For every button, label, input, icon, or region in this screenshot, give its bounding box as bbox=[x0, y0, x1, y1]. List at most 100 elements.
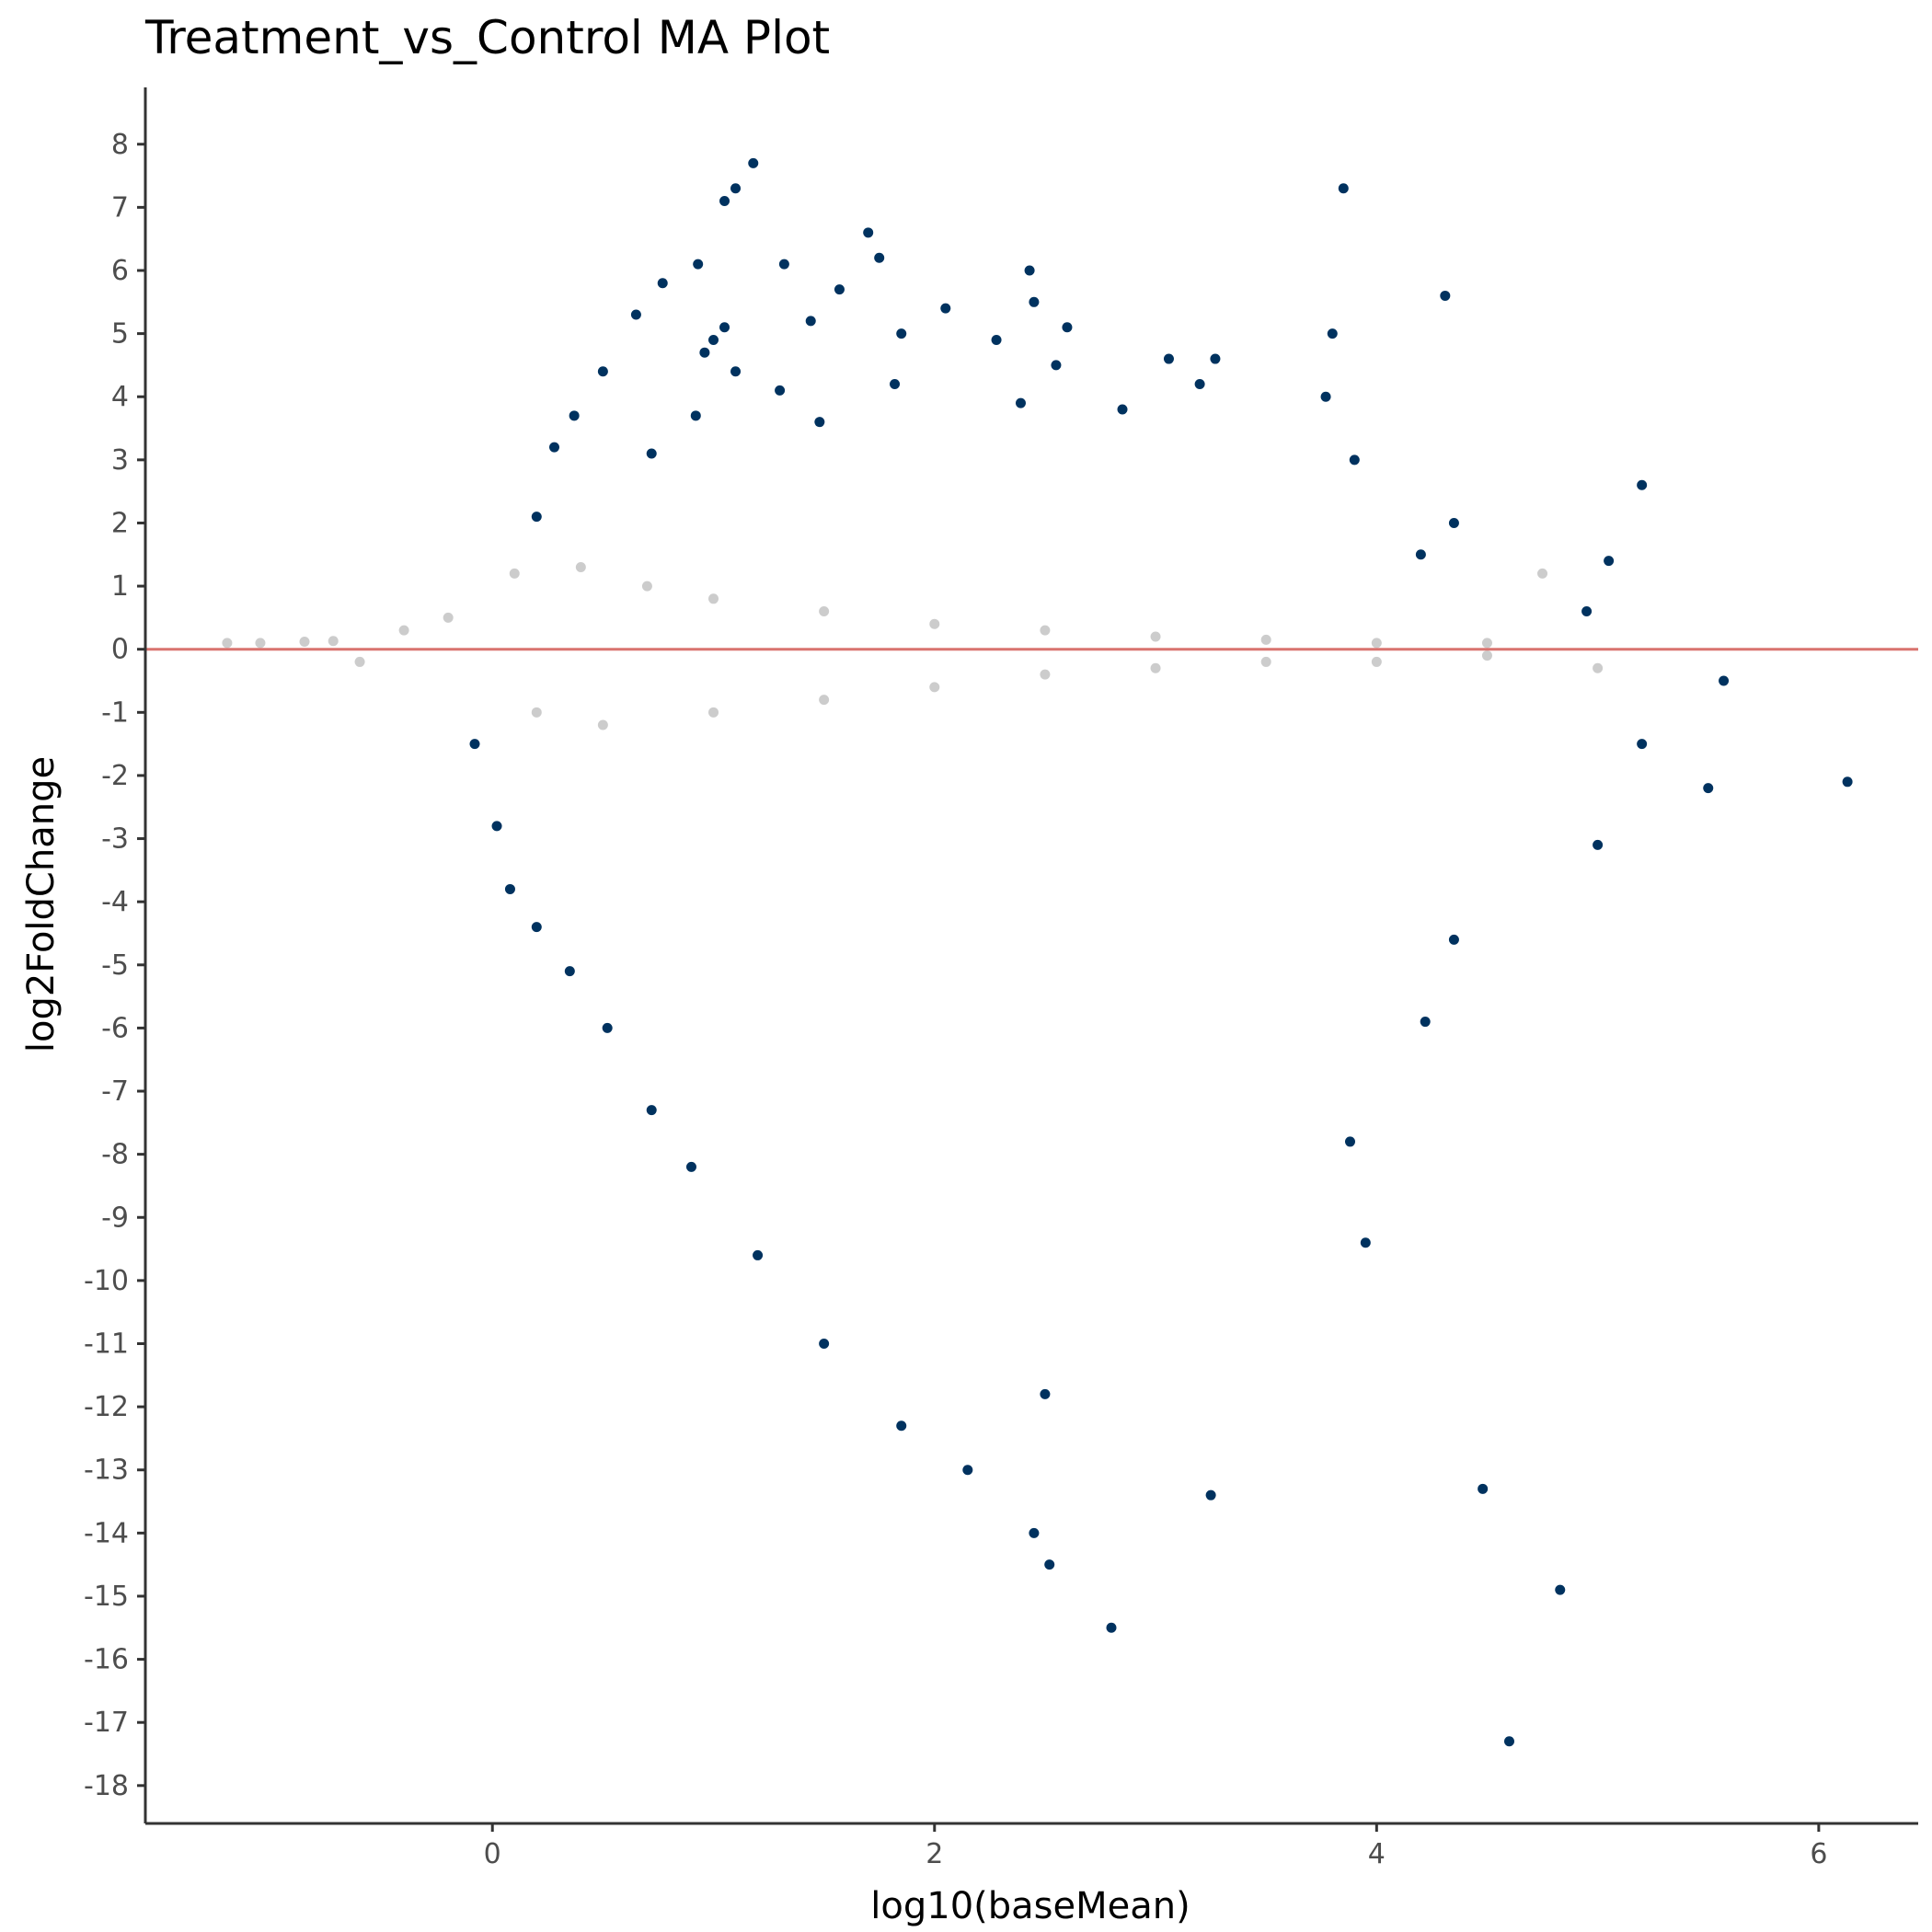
data-point bbox=[819, 695, 830, 706]
y-tick-label: 7 bbox=[111, 191, 129, 224]
data-point bbox=[685, 1161, 696, 1172]
y-tick-label: -8 bbox=[101, 1139, 129, 1171]
data-point bbox=[1349, 454, 1360, 466]
y-tick-label: -4 bbox=[101, 886, 129, 918]
data-point bbox=[929, 682, 940, 693]
x-tick-label: 4 bbox=[1368, 1838, 1386, 1870]
data-point bbox=[1703, 783, 1714, 794]
data-point bbox=[1604, 556, 1615, 567]
data-point bbox=[863, 227, 874, 238]
data-point bbox=[255, 638, 266, 649]
data-point bbox=[940, 303, 951, 314]
data-point bbox=[1842, 776, 1853, 788]
data-point bbox=[1163, 353, 1174, 364]
data-point bbox=[896, 1420, 907, 1432]
data-point bbox=[805, 316, 816, 327]
data-point bbox=[1024, 265, 1035, 276]
x-axis-title: log10(baseMean) bbox=[870, 1885, 1190, 1927]
data-point bbox=[469, 739, 480, 750]
data-point bbox=[1637, 739, 1648, 750]
y-axis-title: log2FoldChange bbox=[20, 756, 63, 1052]
data-point bbox=[549, 442, 560, 453]
data-point bbox=[641, 581, 652, 592]
y-tick-label: -10 bbox=[84, 1265, 129, 1297]
data-point bbox=[962, 1465, 973, 1476]
data-point bbox=[1371, 656, 1382, 667]
data-point bbox=[1327, 328, 1338, 339]
data-point bbox=[1481, 650, 1492, 661]
data-point bbox=[597, 719, 608, 730]
data-point bbox=[564, 966, 575, 977]
data-point bbox=[602, 1022, 613, 1033]
data-point bbox=[1338, 183, 1349, 194]
y-tick-label: -18 bbox=[84, 1770, 129, 1802]
y-tick-label: -9 bbox=[101, 1202, 129, 1234]
y-tick-label: 4 bbox=[111, 381, 129, 413]
data-point bbox=[1194, 379, 1205, 390]
x-tick-label: 6 bbox=[1810, 1838, 1827, 1870]
x-tick-label: 2 bbox=[926, 1838, 943, 1870]
data-point bbox=[991, 334, 1002, 345]
data-point bbox=[1581, 606, 1593, 617]
y-tick-label: -15 bbox=[84, 1581, 129, 1613]
data-point bbox=[1420, 1017, 1431, 1028]
data-point bbox=[1478, 1483, 1489, 1494]
data-point bbox=[890, 379, 901, 390]
data-point bbox=[1555, 1584, 1566, 1595]
data-point bbox=[730, 366, 742, 377]
data-point bbox=[569, 410, 580, 421]
y-tick-label: -16 bbox=[84, 1644, 129, 1676]
data-point bbox=[775, 385, 786, 396]
y-tick-label: -1 bbox=[101, 696, 129, 729]
data-point bbox=[730, 183, 742, 194]
data-point bbox=[708, 334, 719, 345]
y-tick-label: -14 bbox=[84, 1517, 129, 1549]
y-tick-label: 6 bbox=[111, 255, 129, 287]
data-point bbox=[1029, 296, 1040, 307]
y-tick-label: -12 bbox=[84, 1391, 129, 1423]
data-point bbox=[1040, 625, 1051, 636]
data-point bbox=[1593, 662, 1604, 673]
data-point bbox=[597, 366, 608, 377]
data-point bbox=[630, 309, 641, 320]
data-point bbox=[1360, 1237, 1371, 1248]
data-point bbox=[491, 821, 502, 832]
data-point bbox=[1040, 1388, 1051, 1399]
y-tick-label: -2 bbox=[101, 760, 129, 792]
data-point bbox=[1150, 631, 1161, 642]
data-point bbox=[708, 593, 719, 604]
data-point bbox=[1415, 549, 1426, 560]
data-point bbox=[693, 259, 704, 270]
y-tick-label: -11 bbox=[84, 1328, 129, 1361]
data-point bbox=[1044, 1559, 1055, 1570]
y-tick-label: 8 bbox=[111, 129, 129, 161]
data-point bbox=[1503, 1736, 1514, 1747]
data-point bbox=[1062, 322, 1073, 333]
data-point bbox=[1448, 517, 1459, 528]
data-point bbox=[531, 922, 542, 933]
data-point bbox=[398, 625, 409, 636]
data-point bbox=[222, 638, 233, 649]
data-point bbox=[1051, 360, 1062, 371]
y-tick-label: 0 bbox=[111, 634, 129, 666]
x-axis-ticks: 0 2 4 6 bbox=[484, 1823, 1827, 1870]
y-tick-label: 5 bbox=[111, 318, 129, 351]
y-tick-label: -7 bbox=[101, 1075, 129, 1108]
data-point bbox=[1448, 934, 1459, 945]
data-point bbox=[1719, 675, 1730, 686]
chart-title: Treatment_vs_Control MA Plot bbox=[145, 11, 831, 64]
data-point bbox=[1040, 669, 1051, 680]
data-point bbox=[1260, 656, 1271, 667]
data-point bbox=[1117, 404, 1128, 415]
data-point bbox=[929, 618, 940, 629]
data-point bbox=[1205, 1489, 1216, 1501]
series-not-significant bbox=[222, 561, 1604, 730]
y-tick-label: -13 bbox=[84, 1455, 129, 1487]
data-point bbox=[1481, 638, 1492, 649]
data-point bbox=[896, 328, 907, 339]
x-tick-label: 0 bbox=[484, 1838, 501, 1870]
data-point bbox=[504, 883, 515, 894]
data-point bbox=[299, 636, 310, 647]
data-point bbox=[657, 278, 668, 289]
data-point bbox=[575, 561, 586, 572]
